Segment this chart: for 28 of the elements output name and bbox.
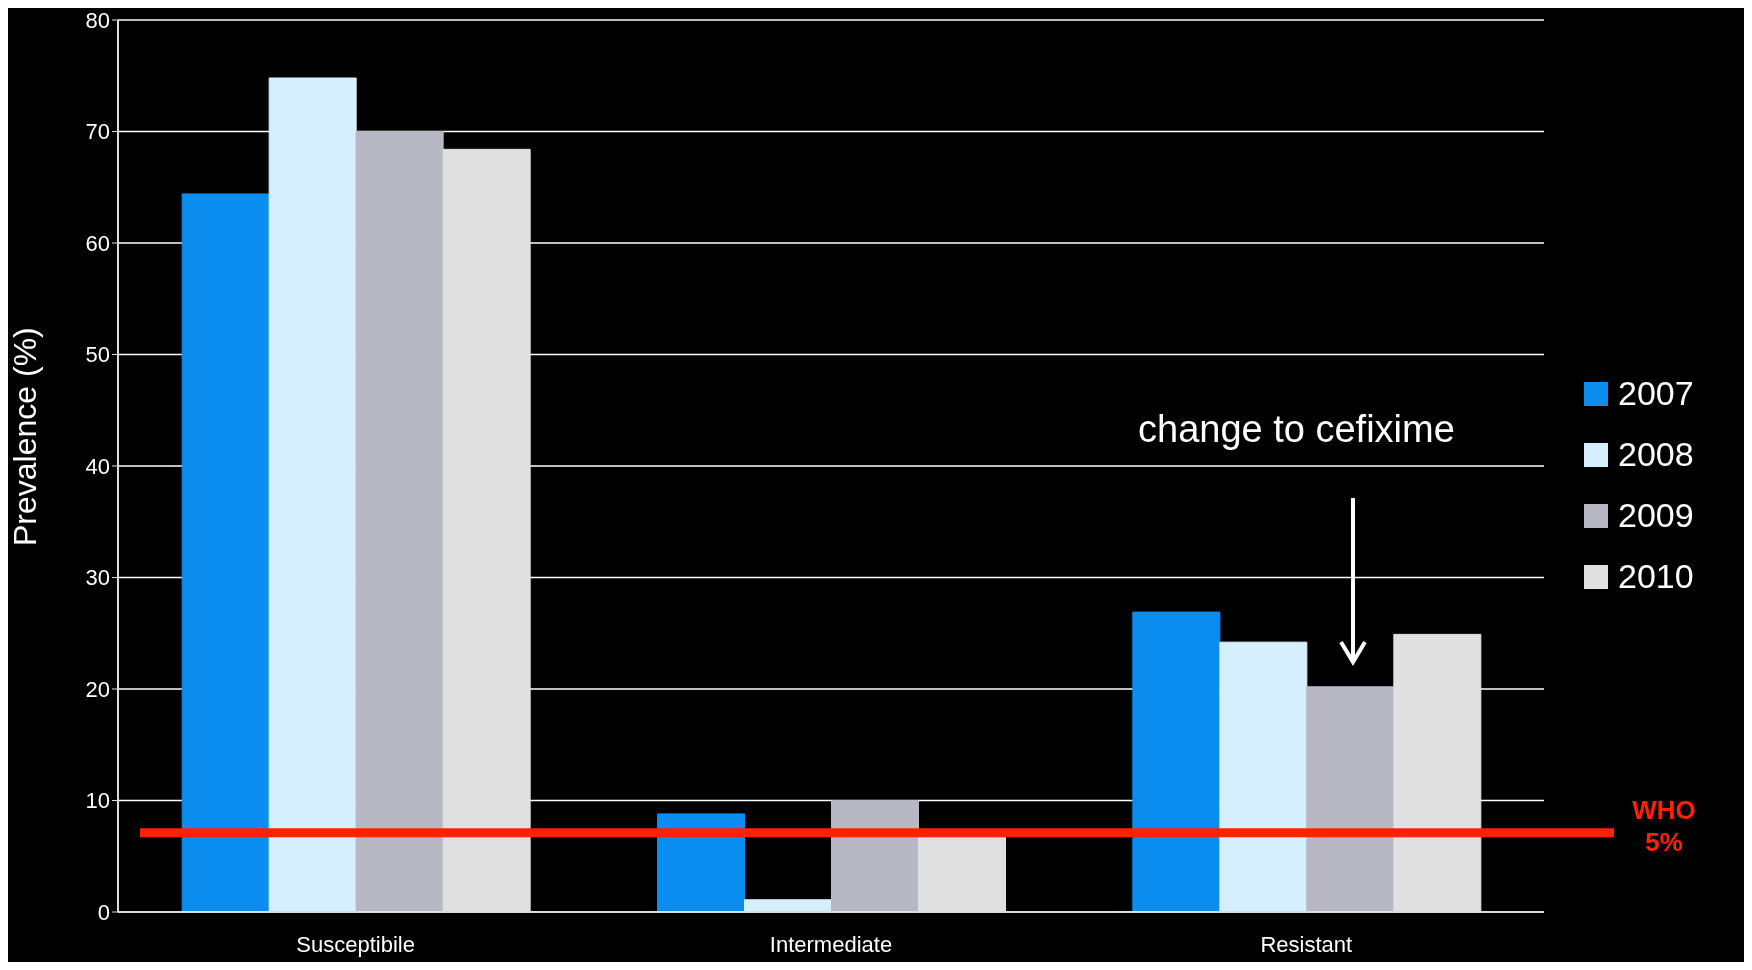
bar	[355, 131, 444, 912]
y-tick-label: 10	[85, 788, 110, 814]
y-tick-label: 30	[85, 565, 110, 591]
bar	[831, 800, 919, 912]
x-tick-label: Resistant	[1260, 931, 1353, 957]
bar	[268, 77, 357, 912]
bar	[1219, 641, 1308, 912]
y-tick-label: 50	[85, 342, 110, 368]
bar	[181, 193, 270, 912]
legend-label: 2009	[1618, 496, 1694, 535]
bar	[744, 899, 832, 912]
legend-label: 2010	[1618, 557, 1694, 596]
y-tick-label: 0	[97, 899, 110, 925]
y-tick-label: 20	[85, 676, 110, 702]
y-tick-label: 70	[85, 119, 110, 145]
legend-label: 2008	[1618, 435, 1694, 474]
bar	[1306, 686, 1395, 912]
y-axis-title: Prevalence (%)	[7, 327, 44, 546]
bar	[657, 813, 745, 912]
legend-label: 2007	[1618, 374, 1694, 413]
y-tick-label: 40	[85, 453, 110, 479]
y-tick-label: 80	[85, 7, 110, 33]
bar	[1132, 611, 1221, 912]
x-tick-label: Intermediate	[769, 931, 893, 957]
annotation: change to cefixime	[1138, 408, 1455, 451]
y-tick-label: 60	[85, 230, 110, 256]
ref-line-label: WHO 5%	[1632, 794, 1696, 857]
x-tick-label: Susceptibile	[296, 931, 415, 957]
